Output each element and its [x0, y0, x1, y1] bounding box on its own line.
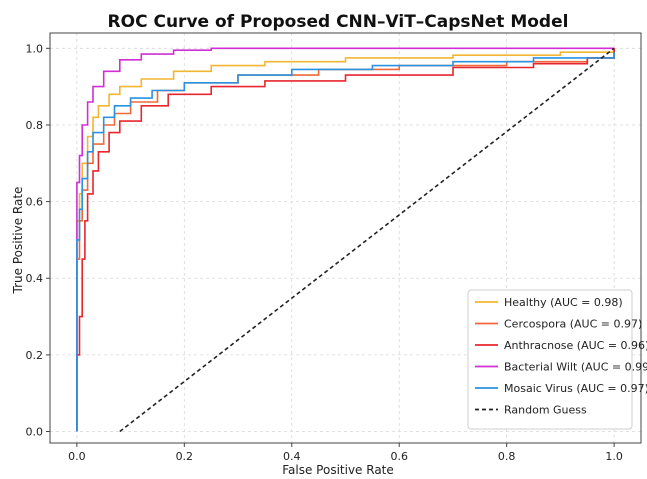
y-tick-label: 0.6 — [26, 196, 44, 209]
legend: Healthy (AUC = 0.98) Cercospora (AUC = 0.… — [467, 289, 647, 430]
legend-label: Mosaic Virus (AUC = 0.97) — [504, 382, 647, 395]
x-axis-label: False Positive Rate — [282, 463, 394, 477]
series-line-4 — [76, 52, 615, 432]
series-line-3 — [76, 47, 615, 432]
x-tick-label: 0.6 — [390, 450, 408, 463]
legend-label: Random Guess — [504, 404, 587, 417]
chart-title: ROC Curve of Proposed CNN–ViT–CapsNet Mo… — [108, 12, 569, 32]
series-layer — [76, 47, 615, 433]
y-tick-label: 0.8 — [26, 119, 44, 132]
x-tick-label: 0.8 — [498, 450, 516, 463]
plot-frame — [49, 32, 642, 444]
legend-label: Anthracnose (AUC = 0.96) — [504, 339, 647, 352]
y-tick-label: 0.4 — [26, 272, 44, 285]
x-tick-label: 0.4 — [283, 450, 301, 463]
legend-box — [467, 289, 633, 430]
legend-label: Healthy (AUC = 0.98) — [504, 296, 623, 309]
series-line-1 — [76, 48, 615, 432]
x-tick-label: 0.0 — [68, 450, 86, 463]
y-tick-label: 0.2 — [26, 349, 44, 362]
y-tick-label: 1.0 — [26, 42, 44, 55]
x-tick-label: 0.2 — [176, 450, 194, 463]
y-tick-label: 0.0 — [26, 426, 44, 439]
tick-layer: 0.0 0.2 0.4 0.6 0.8 1.0 0.0 0.2 0.4 0.6 0.8 1.0 — [26, 42, 623, 463]
series-line-5 — [119, 47, 615, 433]
y-axis-label: True Positive Rate — [11, 187, 25, 295]
series-line-0 — [76, 48, 615, 432]
legend-label: Cercospora (AUC = 0.97) — [504, 318, 642, 331]
series-line-2 — [76, 48, 615, 432]
legend-label: Bacterial Wilt (AUC = 0.99) — [504, 361, 647, 374]
x-tick-label: 1.0 — [605, 450, 623, 463]
